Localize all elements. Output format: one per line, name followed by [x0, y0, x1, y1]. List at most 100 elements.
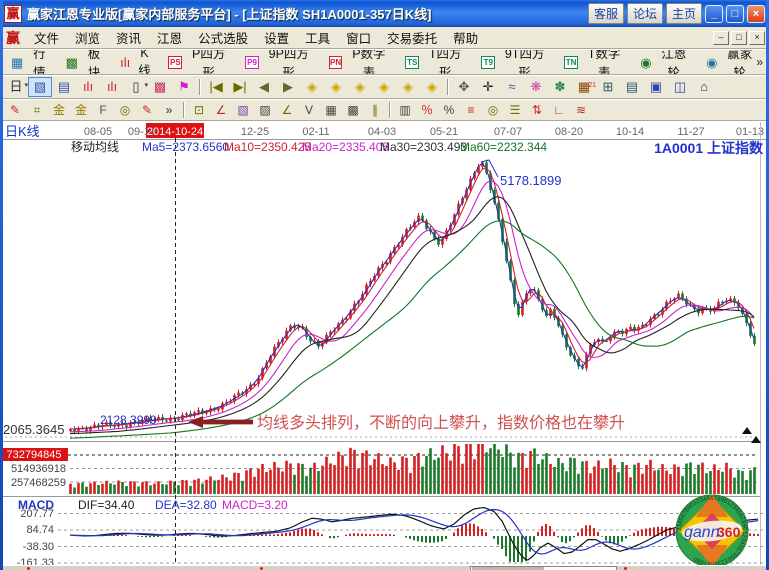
- notepad-button[interactable]: ▤: [620, 77, 644, 97]
- toolbar-button-P数字表[interactable]: PN P数字表: [322, 50, 399, 74]
- info-panel-icon: ▤: [57, 79, 71, 94]
- zoom-reset-button[interactable]: ◈: [420, 77, 444, 97]
- menu-帮助[interactable]: 帮助: [453, 32, 479, 46]
- flag-tool-button[interactable]: ⚑: [172, 77, 196, 97]
- chart-canvas[interactable]: 08-05 09-19 2014-10-24 12-25 02-11 04-03…: [0, 122, 769, 566]
- scroll-up-marker-icon[interactable]: [742, 427, 752, 434]
- period-day-dropdown-button[interactable]: 日 ▾: [4, 77, 28, 97]
- updown-button[interactable]: ⇅: [526, 101, 548, 119]
- ts-square-icon: TS: [405, 55, 420, 69]
- menu-江恩[interactable]: 江恩: [157, 32, 183, 46]
- peak-pointer-line: [480, 159, 499, 178]
- dense-grid-button[interactable]: ▩: [342, 101, 364, 119]
- toolbar-button-赢家轮[interactable]: ◉ 赢家轮: [699, 50, 765, 74]
- candle-style-dropdown-button[interactable]: ▯ ▾: [124, 77, 148, 97]
- crosshair-tool-button[interactable]: ✛: [476, 77, 500, 97]
- chart-window-button[interactable]: ▧: [28, 77, 52, 97]
- percent-zone-button[interactable]: ％: [416, 101, 438, 119]
- minimize-button[interactable]: _: [705, 4, 723, 23]
- main-toolbar: ▦ 行情 ▩ 板块 ılı K线 PS P四方形 P9 9P四方形 PN P数字表 TS T四方形 T9 9T…: [0, 49, 769, 75]
- gann-grid-button[interactable]: ⊡: [188, 101, 210, 119]
- mdi-close-button[interactable]: ×: [749, 30, 765, 45]
- scrollbar-thumb[interactable]: [472, 567, 544, 570]
- horizontal-scrollbar[interactable]: [470, 566, 617, 570]
- more-draw-tools-button[interactable]: »: [158, 101, 180, 119]
- menu-浏览[interactable]: 浏览: [75, 32, 101, 46]
- menu-公式选股[interactable]: 公式选股: [198, 32, 249, 46]
- menu-交易委托[interactable]: 交易委托: [387, 32, 438, 46]
- zoom-both-button[interactable]: ◈: [372, 77, 396, 97]
- step-forward-button[interactable]: ▶: [276, 77, 300, 97]
- golden-ratio-b-button[interactable]: 金: [70, 101, 92, 119]
- customer-service-button[interactable]: 客服: [588, 3, 624, 24]
- v-lines-icon: V: [304, 103, 313, 117]
- marker-pencil-button[interactable]: ✎: [136, 101, 158, 119]
- forum-button[interactable]: 论坛: [627, 3, 663, 24]
- circle-tool-button[interactable]: ◎: [482, 101, 504, 119]
- bars-9-button[interactable]: ılı: [100, 77, 124, 97]
- hand-tool-button[interactable]: ✥: [452, 77, 476, 97]
- workstation-button[interactable]: ⌂: [692, 77, 716, 97]
- homepage-button[interactable]: 主页: [666, 3, 702, 24]
- angle-line-button[interactable]: ∠: [276, 101, 298, 119]
- pattern-overlay-button[interactable]: ▩: [148, 77, 172, 97]
- v-lines-button[interactable]: V: [298, 101, 320, 119]
- calendar-button[interactable]: ▦ 21: [572, 77, 596, 97]
- gann-box-button[interactable]: ▧: [232, 101, 254, 119]
- mdi-restore-button[interactable]: □: [731, 30, 747, 45]
- fan-lines-button[interactable]: ∠: [210, 101, 232, 119]
- toolbar-button-板块[interactable]: ▩ 板块: [59, 50, 114, 74]
- maximize-button[interactable]: □: [726, 4, 744, 23]
- menu-文件[interactable]: 文件: [34, 32, 60, 46]
- toolbar-button-9T四方形[interactable]: T9 9T四方形: [474, 50, 557, 74]
- right-angle-button[interactable]: ∟: [548, 101, 570, 119]
- menu-设置[interactable]: 设置: [264, 32, 290, 46]
- fibonacci-button[interactable]: F: [92, 101, 114, 119]
- calculator-icon: ⊞: [602, 79, 614, 94]
- toolbar-button-9P四方形[interactable]: P9 9P四方形: [238, 50, 322, 74]
- zoom-right-button[interactable]: ◈: [324, 77, 348, 97]
- horizontal-levels-button[interactable]: ≡: [460, 101, 482, 119]
- save-button[interactable]: ▣: [644, 77, 668, 97]
- percent-button[interactable]: %: [438, 101, 460, 119]
- menu-资讯[interactable]: 资讯: [116, 32, 142, 46]
- toolbar-button-K线[interactable]: ılı K线: [113, 50, 161, 74]
- export-button[interactable]: ◫: [668, 77, 692, 97]
- fractal-tool-button[interactable]: ❋: [524, 77, 548, 97]
- toolbar-button-label: P四方形: [192, 49, 226, 75]
- pencil-button[interactable]: ✎: [4, 101, 26, 119]
- info-panel-button[interactable]: ▤: [52, 77, 76, 97]
- toolbar-overflow-icon[interactable]: »: [756, 55, 763, 69]
- grid-lines-button[interactable]: ⌗: [26, 101, 48, 119]
- kline-icon: ılı: [120, 54, 131, 70]
- curve-tool-button[interactable]: ≈: [500, 77, 524, 97]
- parallel-lines-button[interactable]: ∥: [364, 101, 386, 119]
- scroll-up-marker-icon[interactable]: [751, 436, 761, 443]
- toolbar-button-江恩轮[interactable]: ◉ 江恩轮: [633, 50, 699, 74]
- first-bar-button[interactable]: |◀: [204, 77, 228, 97]
- zoom-left-button[interactable]: ◈: [300, 77, 324, 97]
- levels-button[interactable]: ☰: [504, 101, 526, 119]
- zoom-horizontal-button[interactable]: ◈: [348, 77, 372, 97]
- toolbar-button-行情[interactable]: ▦ 行情: [4, 50, 59, 74]
- grid-box-button[interactable]: ▦: [320, 101, 342, 119]
- x-tick: 02-11: [302, 126, 329, 138]
- toolbar-button-T四方形[interactable]: TS T四方形: [398, 50, 474, 74]
- wave-lines-button[interactable]: ≋: [570, 101, 592, 119]
- spiral-button[interactable]: ◎: [114, 101, 136, 119]
- mdi-minimize-button[interactable]: –: [713, 30, 729, 45]
- zoom-vertical-button[interactable]: ◈: [396, 77, 420, 97]
- calculator-button[interactable]: ⊞: [596, 77, 620, 97]
- toolbar-button-P四方形[interactable]: PS P四方形: [161, 49, 238, 75]
- menu-窗口[interactable]: 窗口: [346, 32, 372, 46]
- step-back-button[interactable]: ◀: [252, 77, 276, 97]
- bars-3-button[interactable]: ılı: [76, 77, 100, 97]
- ratio-table-button[interactable]: ▥: [394, 101, 416, 119]
- toolbar-button-T数字表[interactable]: TN T数字表: [557, 50, 633, 74]
- golden-ratio-a-button[interactable]: 金: [48, 101, 70, 119]
- menu-工具[interactable]: 工具: [305, 32, 331, 46]
- last-bar-button[interactable]: ▶|: [228, 77, 252, 97]
- shaded-box-button[interactable]: ▨: [254, 101, 276, 119]
- close-button[interactable]: ×: [747, 4, 765, 23]
- wave-tool-button[interactable]: ✽: [548, 77, 572, 97]
